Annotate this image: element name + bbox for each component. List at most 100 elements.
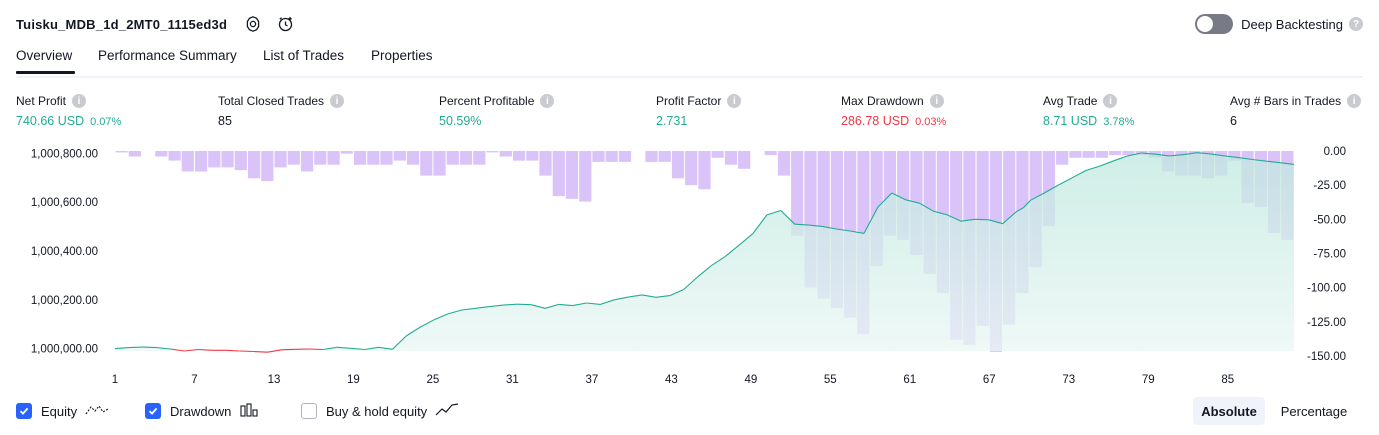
- equity-line-segment: [863, 206, 879, 234]
- equity-line-segment: [1057, 177, 1073, 186]
- legend-equity[interactable]: Equity: [16, 400, 109, 422]
- legend-drawdown[interactable]: Drawdown: [145, 400, 259, 422]
- equity-line-segment: [392, 335, 407, 350]
- drawdown-bar: [579, 151, 592, 202]
- equity-y-tick: 1,000,000.00: [31, 344, 98, 356]
- equity-line-segment: [419, 319, 435, 328]
- equity-line-segment: [766, 209, 781, 216]
- drawdown-bar: [658, 151, 671, 162]
- stat-label: Percent Profitable: [439, 94, 535, 108]
- drawdown-y-tick: -125.00: [1307, 317, 1346, 329]
- drawdown-bar: [208, 151, 221, 168]
- equity-line-segment: [933, 210, 948, 216]
- strategy-header: Tuisku_MDB_1d_2MT0_1115ed3d: [16, 12, 309, 36]
- equity-checkbox[interactable]: [16, 403, 32, 419]
- drawdown-bar: [248, 151, 261, 179]
- stat-percent-profitable: Percent Profitable i 50.59%: [439, 93, 555, 129]
- equity-line-segment: [891, 192, 906, 201]
- x-axis-tick: 79: [1142, 374, 1155, 386]
- equity-line-segment: [808, 224, 823, 227]
- equity-line-segment: [614, 296, 629, 301]
- x-axis-tick: 55: [824, 374, 837, 386]
- x-axis-tick: 1: [112, 374, 118, 386]
- equity-line-segment: [461, 307, 476, 311]
- drawdown-bar: [685, 151, 698, 186]
- equity-line-segment: [905, 199, 920, 204]
- equity-line-segment: [128, 346, 143, 349]
- equity-line-segment: [752, 214, 768, 234]
- equity-line-icon: [85, 402, 109, 421]
- tab-list-of-trades[interactable]: List of Trades: [263, 48, 345, 63]
- stat-net-profit: Net Profit i 740.66 USD 0.07%: [16, 93, 121, 129]
- info-icon[interactable]: i: [72, 94, 87, 108]
- equity-line-segment: [170, 348, 185, 352]
- absolute-view-button[interactable]: Absolute: [1193, 397, 1265, 425]
- equity-line-segment: [780, 210, 796, 225]
- equity-line-segment: [1155, 153, 1170, 157]
- active-tab-indicator: [16, 71, 75, 74]
- drawdown-bar: [168, 151, 181, 161]
- drawdown-bar: [221, 151, 234, 168]
- info-icon[interactable]: i: [1347, 94, 1362, 108]
- equity-line-segment: [503, 303, 518, 306]
- equity-line-segment: [1224, 155, 1239, 159]
- info-icon[interactable]: i: [330, 94, 345, 108]
- info-icon[interactable]: i: [727, 94, 742, 108]
- equity-line-segment: [281, 348, 296, 351]
- equity-line-segment: [142, 346, 157, 349]
- x-axis-tick: 67: [983, 374, 996, 386]
- drawdown-bar: [393, 151, 406, 161]
- equity-line-segment: [1252, 158, 1267, 162]
- equity-line-segment: [655, 295, 670, 298]
- buy-hold-checkbox[interactable]: [301, 403, 317, 419]
- equity-line-segment: [517, 303, 532, 306]
- equity-line-segment: [822, 225, 837, 230]
- drawdown-bar: [287, 151, 300, 165]
- equity-drawdown-chart[interactable]: 1,000,000.00 1,000,200.00 1,000,400.00 1,00…: [0, 140, 1379, 392]
- drawdown-bar: [764, 151, 777, 156]
- equity-line-segment: [642, 294, 657, 298]
- equity-line-segment: [433, 313, 449, 321]
- info-icon[interactable]: i: [1103, 94, 1118, 108]
- settings-gear-icon[interactable]: [243, 14, 263, 34]
- equity-line-segment: [447, 309, 462, 315]
- equity-line-segment: [323, 346, 337, 351]
- drawdown-bar: [565, 151, 579, 199]
- drawdown-bar: [406, 151, 420, 165]
- equity-line-segment: [530, 304, 546, 309]
- tab-overview[interactable]: Overview: [16, 48, 73, 63]
- deep-backtesting-toggle[interactable]: [1195, 14, 1234, 34]
- equity-line-segment: [1071, 170, 1087, 179]
- info-icon[interactable]: i: [540, 94, 555, 108]
- stat-value: 85: [218, 114, 232, 128]
- stat-max-drawdown: Max Drawdown i 286.78 USD 0.03%: [841, 93, 946, 129]
- stat-value: 50.59%: [439, 114, 482, 128]
- equity-line-segment: [669, 288, 684, 297]
- stat-label: Avg Trade: [1043, 94, 1098, 108]
- drawdown-bars-icon: [239, 402, 259, 421]
- stat-label: Profit Factor: [656, 94, 722, 108]
- equity-line-segment: [697, 265, 712, 278]
- drawdown-bar: [499, 151, 512, 157]
- drawdown-checkbox[interactable]: [145, 403, 161, 419]
- drawdown-bar: [645, 151, 658, 162]
- stat-value: 6: [1230, 114, 1237, 128]
- stat-profit-factor: Profit Factor i 2.731: [656, 93, 742, 129]
- percentage-view-button[interactable]: Percentage: [1280, 403, 1348, 419]
- x-axis-tick: 31: [506, 374, 519, 386]
- info-icon[interactable]: i: [929, 94, 944, 108]
- replay-clock-icon[interactable]: [276, 14, 296, 34]
- x-axis-tick: 7: [191, 374, 197, 386]
- x-axis-tick: 37: [586, 374, 599, 386]
- equity-line-segment: [1169, 154, 1184, 157]
- tab-properties[interactable]: Properties: [371, 48, 433, 63]
- equity-line-segment: [156, 347, 171, 350]
- drawdown-bar: [1109, 151, 1122, 156]
- drawdown-bar: [526, 151, 539, 161]
- tab-performance-summary[interactable]: Performance Summary: [98, 48, 237, 63]
- help-icon[interactable]: ?: [1349, 17, 1363, 31]
- legend-buy-hold[interactable]: Buy & hold equity: [301, 400, 459, 422]
- equity-line-segment: [1113, 155, 1128, 162]
- stat-percent: 3.78%: [1103, 116, 1135, 128]
- x-axis-tick: 13: [268, 374, 281, 386]
